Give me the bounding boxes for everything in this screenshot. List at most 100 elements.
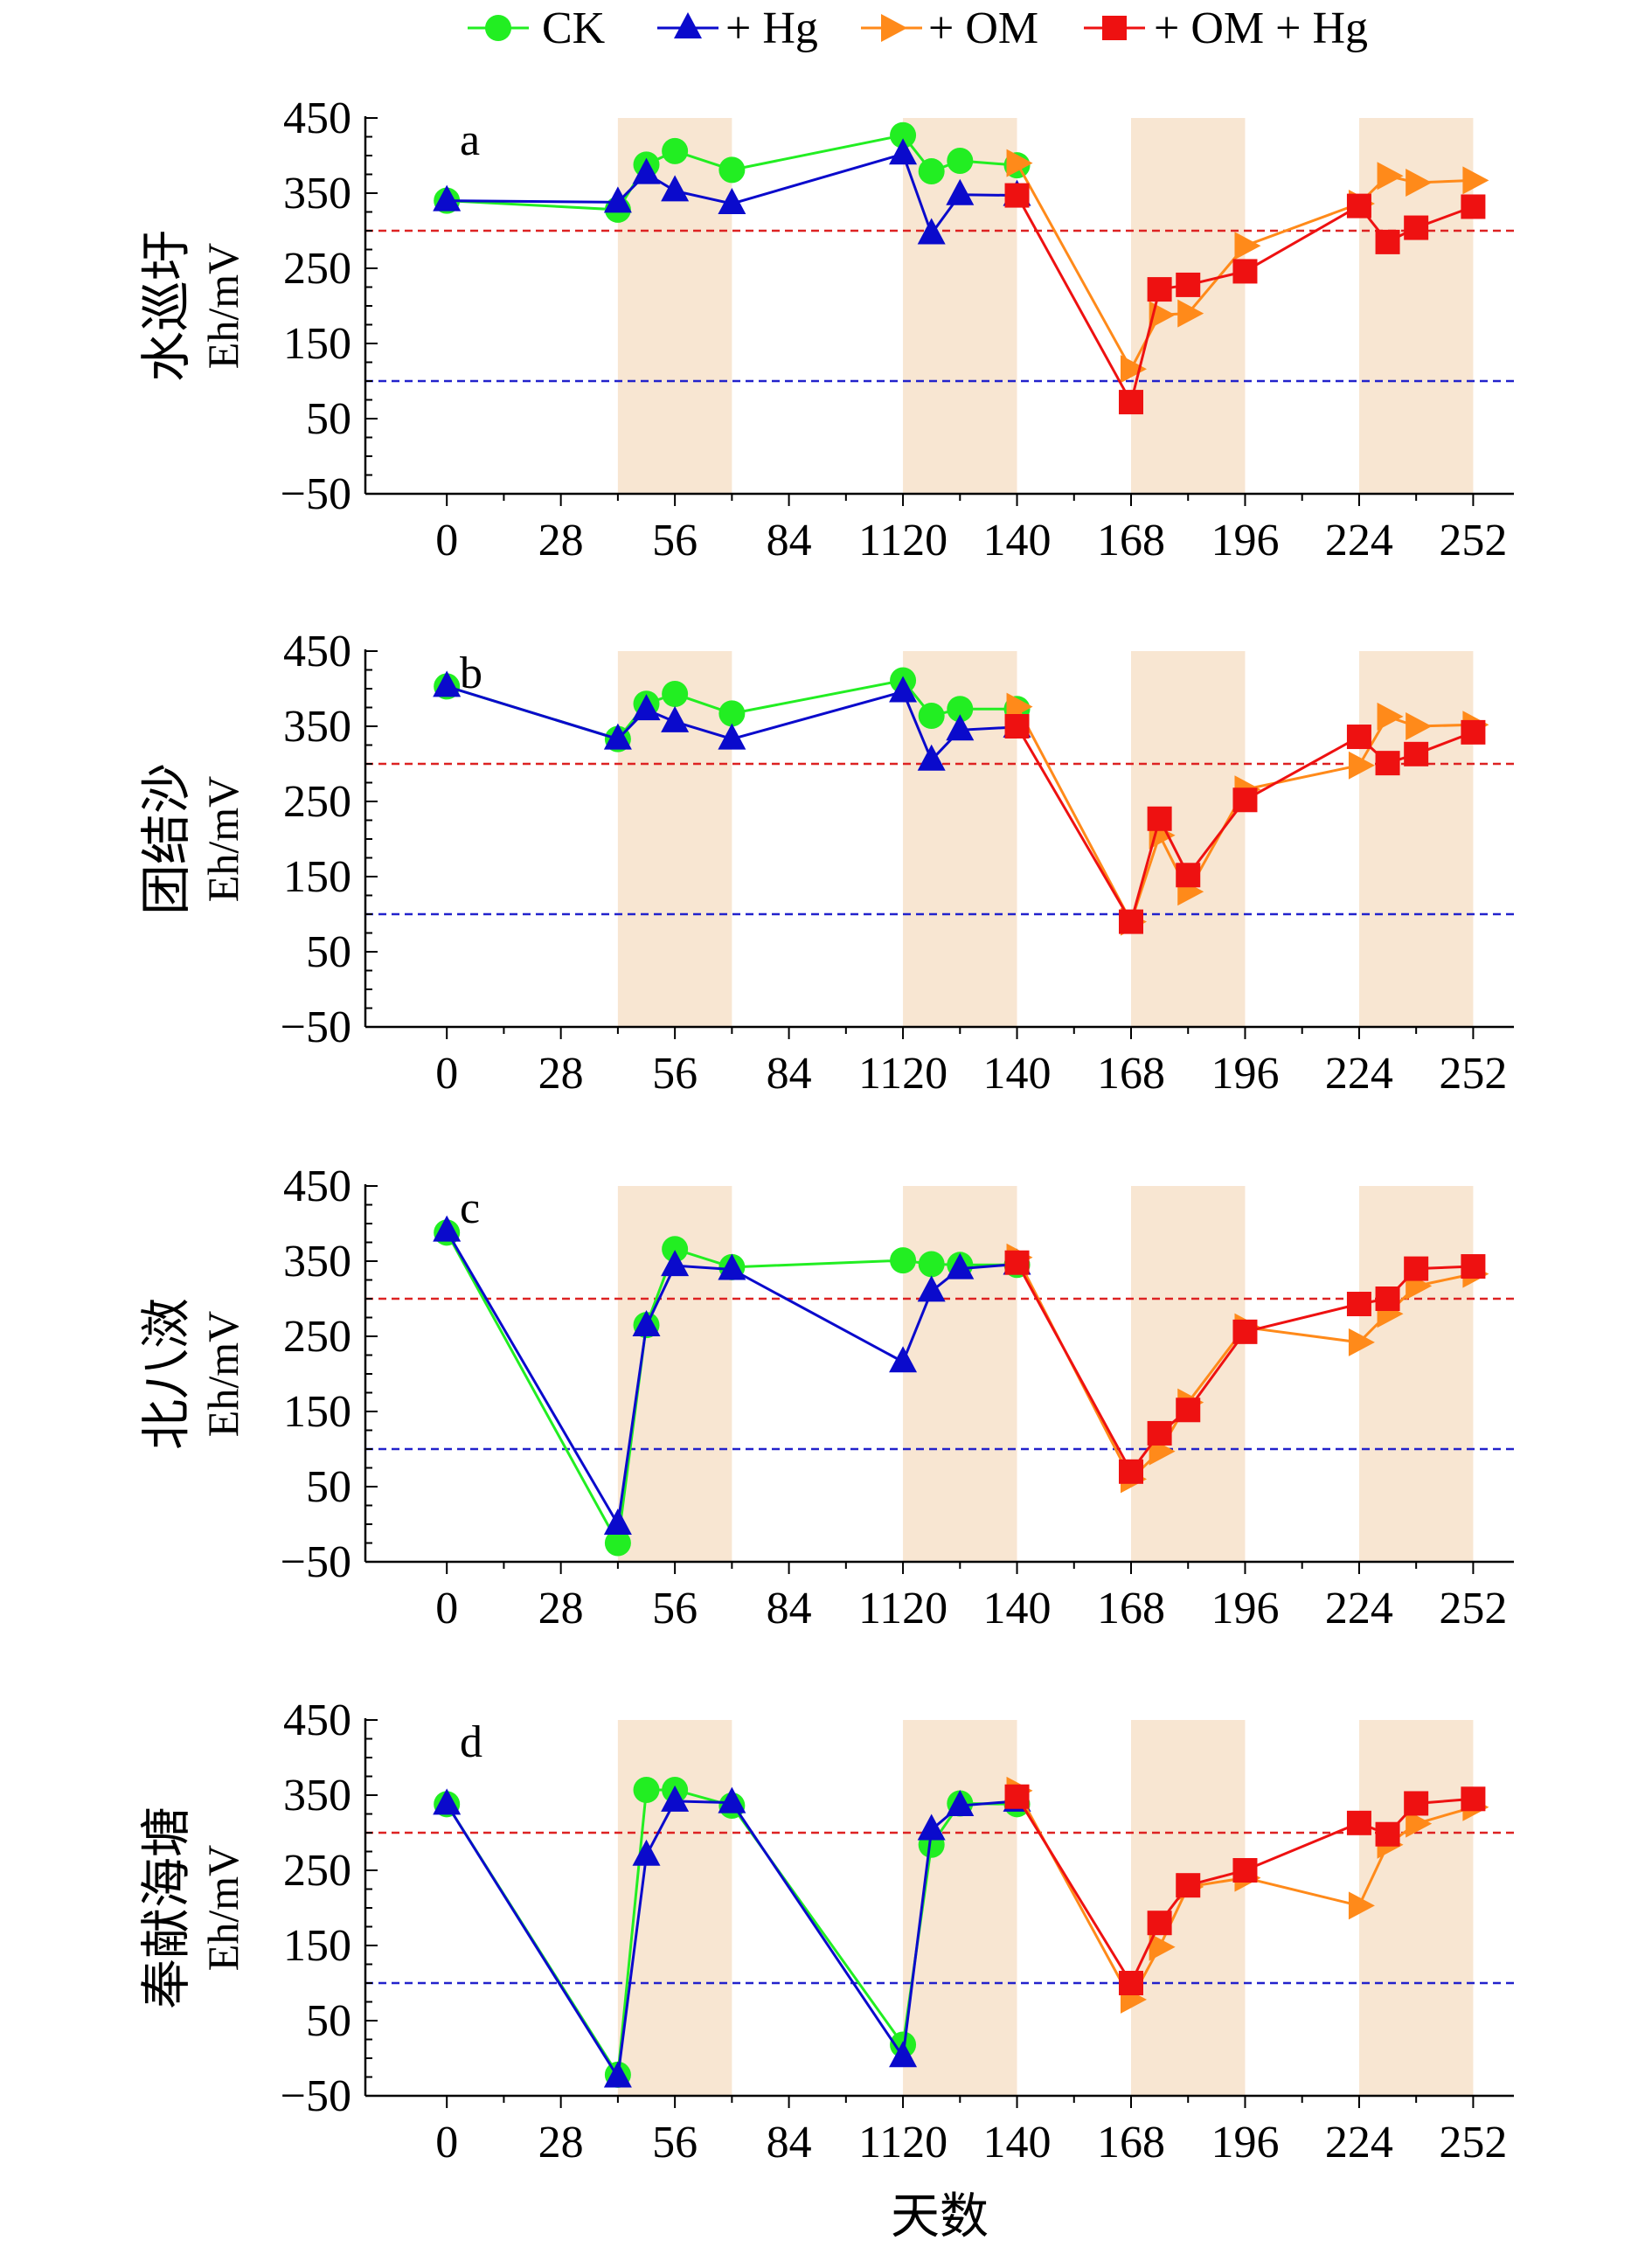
data-point	[433, 1788, 462, 1815]
data-point	[889, 1346, 918, 1373]
x-tick-label: 196	[1211, 2118, 1279, 2167]
shaded-period	[903, 1186, 1017, 1562]
data-point	[1348, 751, 1375, 780]
data-point	[661, 175, 690, 202]
data-point	[1375, 751, 1400, 776]
legend-marker	[881, 14, 907, 42]
data-point	[1004, 1784, 1030, 1809]
shaded-period	[617, 118, 732, 494]
data-point	[718, 156, 746, 184]
data-point	[1406, 1809, 1433, 1838]
data-point	[1375, 1286, 1400, 1311]
x-tick-label: 28	[538, 1049, 584, 1099]
legend-item-plusomplushg: + OM + Hg	[1084, 3, 1368, 53]
y-tick-label: 350	[283, 169, 351, 218]
data-point	[632, 157, 661, 184]
data-point	[1375, 1821, 1400, 1847]
data-point	[1346, 1810, 1371, 1835]
x-tick-label: 252	[1439, 2118, 1507, 2167]
data-point	[1176, 1873, 1201, 1898]
x-tick-label: 168	[1097, 516, 1165, 565]
legend-label: CK	[542, 3, 606, 53]
data-point	[661, 705, 690, 732]
x-tick-label: 1120	[858, 2118, 947, 2167]
y-tick-label: 450	[283, 94, 351, 143]
x-tick-label: 224	[1325, 2118, 1393, 2167]
x-tick-label: 140	[983, 1049, 1052, 1099]
data-point	[918, 158, 945, 185]
y-tick-label: 150	[283, 852, 351, 902]
data-point	[1375, 229, 1400, 254]
data-point	[1462, 166, 1489, 195]
y-tick-label: 250	[283, 244, 351, 294]
data-point	[662, 1236, 689, 1263]
data-point	[1346, 193, 1371, 218]
data-point	[632, 1309, 661, 1336]
legend-item-plusom: + OM	[861, 3, 1038, 53]
y-tick-label: 250	[283, 1846, 351, 1896]
data-point	[1147, 1420, 1172, 1446]
data-point	[918, 702, 945, 729]
data-point	[718, 188, 746, 215]
x-tick-label: 84	[767, 1584, 812, 1633]
data-point	[433, 1215, 462, 1242]
y-tick-label: 50	[306, 1462, 351, 1512]
y-tick-label: 350	[283, 702, 351, 752]
data-point	[890, 1247, 917, 1274]
data-point	[661, 1250, 690, 1277]
y-tick-label: 250	[283, 1312, 351, 1362]
data-point	[946, 1252, 975, 1280]
x-tick-label: 1120	[858, 1049, 947, 1099]
data-point	[1404, 1791, 1429, 1816]
legend-label: + Hg	[725, 3, 818, 53]
panel-b: 450 350 250 150 50 −50 0 28 56 84 1120 140 168 196 224…	[136, 627, 1514, 1099]
data-point	[1004, 183, 1030, 208]
data-point	[604, 1529, 631, 1557]
x-tick-label: 224	[1325, 1584, 1393, 1633]
x-tick-label: 196	[1211, 516, 1279, 565]
y-axis-site-label: 水巡圩	[136, 230, 196, 382]
legend-label: + OM	[928, 3, 1038, 53]
x-tick-label: 1120	[858, 1584, 947, 1633]
x-tick-label: 56	[652, 1584, 698, 1633]
y-axis-site-label: 团结沙	[136, 763, 196, 915]
data-point	[1119, 909, 1143, 934]
x-tick-label: 56	[652, 516, 698, 565]
y-axis-unit-label: Eh/mV	[198, 243, 247, 369]
data-point	[662, 137, 689, 164]
y-tick-label: 450	[283, 1162, 351, 1211]
data-point	[632, 694, 661, 721]
data-point	[917, 218, 946, 245]
data-point	[1177, 299, 1204, 328]
data-point	[889, 138, 918, 165]
series-plusomplushg	[1004, 1250, 1486, 1484]
series-plusomplushg	[1004, 183, 1486, 415]
data-point	[1348, 1328, 1375, 1356]
shaded-period	[1131, 1720, 1246, 2096]
legend-marker	[485, 15, 511, 41]
data-point	[946, 714, 975, 741]
data-point	[1147, 1911, 1172, 1936]
x-tick-label: 252	[1439, 1584, 1507, 1633]
data-point	[1377, 162, 1404, 191]
shaded-period	[1358, 1720, 1474, 2096]
data-point	[1232, 1858, 1258, 1883]
data-point	[1149, 1932, 1176, 1961]
data-point	[718, 1253, 746, 1280]
data-point	[1147, 806, 1172, 831]
y-tick-label: −50	[281, 1002, 351, 1052]
legend-item-ck: CK	[468, 3, 606, 53]
data-point	[1461, 719, 1486, 745]
y-axis-unit-label: Eh/mV	[198, 1845, 247, 1971]
x-tick-label: 196	[1211, 1584, 1279, 1633]
data-point	[917, 744, 946, 771]
data-point	[1232, 259, 1258, 284]
data-point	[1119, 390, 1143, 415]
y-axis-site-label: 奉献海塘	[136, 1807, 196, 2009]
x-tick-label: 168	[1097, 1049, 1165, 1099]
y-tick-label: 150	[283, 319, 351, 369]
x-tick-label: 224	[1325, 1049, 1393, 1099]
x-tick-label: 224	[1325, 516, 1393, 565]
x-tick-label: 84	[767, 516, 812, 565]
data-point	[1234, 232, 1261, 260]
